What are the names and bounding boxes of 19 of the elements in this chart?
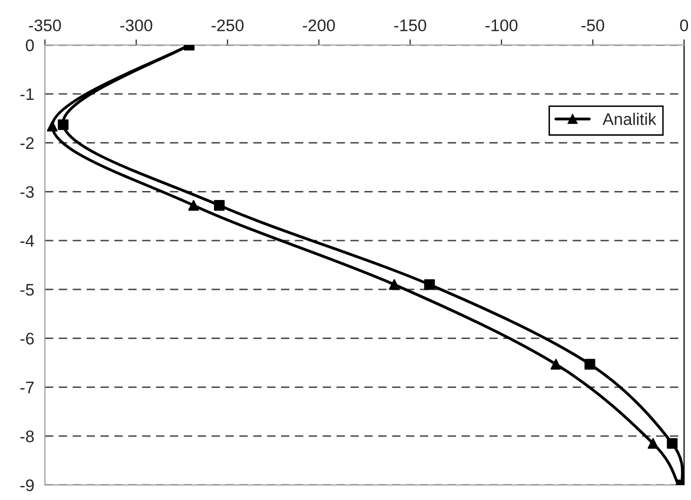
y-tick-label: -4	[20, 235, 34, 247]
x-tick-label: -150	[394, 19, 426, 32]
y-tick-label: -3	[20, 186, 34, 198]
y-tick-label: -7	[20, 382, 34, 394]
x-tick-label: -50	[581, 19, 604, 32]
x-tick-label: -250	[212, 19, 244, 32]
y-tick-label: -9	[20, 479, 34, 492]
x-tick-label: -200	[302, 19, 335, 32]
legend-label: Analitik	[602, 112, 656, 126]
y-tick-label: -5	[20, 284, 34, 296]
y-tick-label: -2	[20, 137, 34, 149]
x-tick-label: -300	[120, 19, 152, 32]
x-tick-label: 0	[680, 19, 688, 32]
y-tick-label: -1	[20, 88, 34, 100]
x-tick-label: -100	[486, 19, 518, 32]
y-tick-label: 0	[26, 39, 34, 52]
y-tick-label: -8	[20, 430, 34, 442]
y-tick-label: -6	[20, 332, 34, 345]
x-tick-label: -350	[28, 19, 61, 32]
